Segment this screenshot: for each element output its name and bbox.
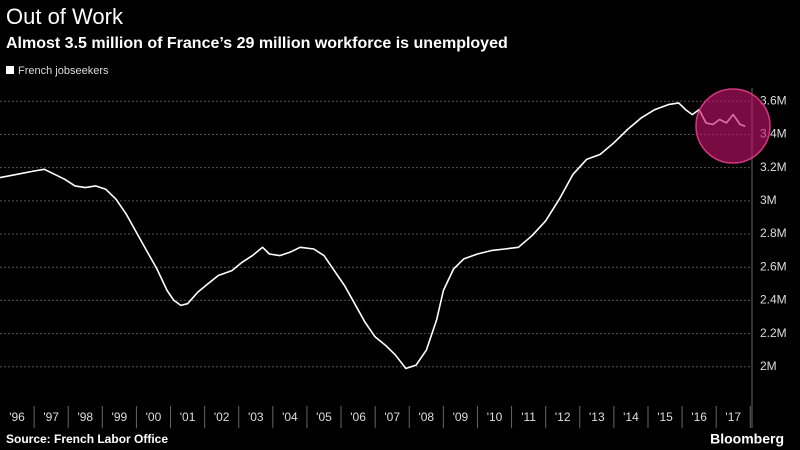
- y-tick-label: 2.2M: [760, 326, 787, 340]
- y-tick-label: 2.8M: [760, 226, 787, 240]
- line-series: [0, 102, 746, 370]
- y-tick-label: 3M: [760, 193, 777, 207]
- x-tick-label: '01: [180, 410, 196, 424]
- x-tick-label: '14: [623, 410, 639, 424]
- x-tick-label: '17: [725, 410, 741, 424]
- x-tick-label: '96: [9, 410, 25, 424]
- x-tick-label: '06: [350, 410, 366, 424]
- y-tick-label: 3.6M: [760, 93, 787, 107]
- y-tick-label: 2.6M: [760, 259, 787, 273]
- x-tick-label: '02: [214, 410, 230, 424]
- x-tick-label: '04: [282, 410, 298, 424]
- x-tick-label: '00: [146, 410, 162, 424]
- x-tick-label: '97: [43, 410, 59, 424]
- highlight-circle: [695, 88, 771, 164]
- y-tick-label: 2M: [760, 359, 777, 373]
- source: Source: French Labor Office: [6, 432, 168, 446]
- x-tick-label: '08: [418, 410, 434, 424]
- x-tick-label: '10: [487, 410, 503, 424]
- chart-subtitle: Almost 3.5 million of France’s 29 millio…: [6, 35, 508, 52]
- x-tick-label: '03: [248, 410, 264, 424]
- x-tick-label: '16: [691, 410, 707, 424]
- x-tick-label: '11: [521, 410, 536, 424]
- legend-label: French jobseekers: [18, 65, 109, 77]
- legend-swatch: [6, 66, 14, 74]
- x-tick-label: '13: [589, 410, 605, 424]
- x-tick-label: '05: [316, 410, 332, 424]
- y-tick-label: 3.2M: [760, 160, 787, 174]
- plot-area: 2M2.2M2.4M2.6M2.8M3M3.2M3.4M3.6M'96'97'9…: [0, 88, 787, 428]
- x-tick-label: '12: [555, 410, 571, 424]
- x-tick-label: '98: [77, 410, 93, 424]
- x-tick-label: '99: [112, 410, 128, 424]
- x-tick-label: '07: [384, 410, 400, 424]
- chart-title: Out of Work: [6, 4, 124, 29]
- x-tick-label: '15: [657, 410, 673, 424]
- x-tick-label: '09: [453, 410, 469, 424]
- credit: Bloomberg: [710, 431, 784, 447]
- y-tick-label: 2.4M: [760, 293, 787, 307]
